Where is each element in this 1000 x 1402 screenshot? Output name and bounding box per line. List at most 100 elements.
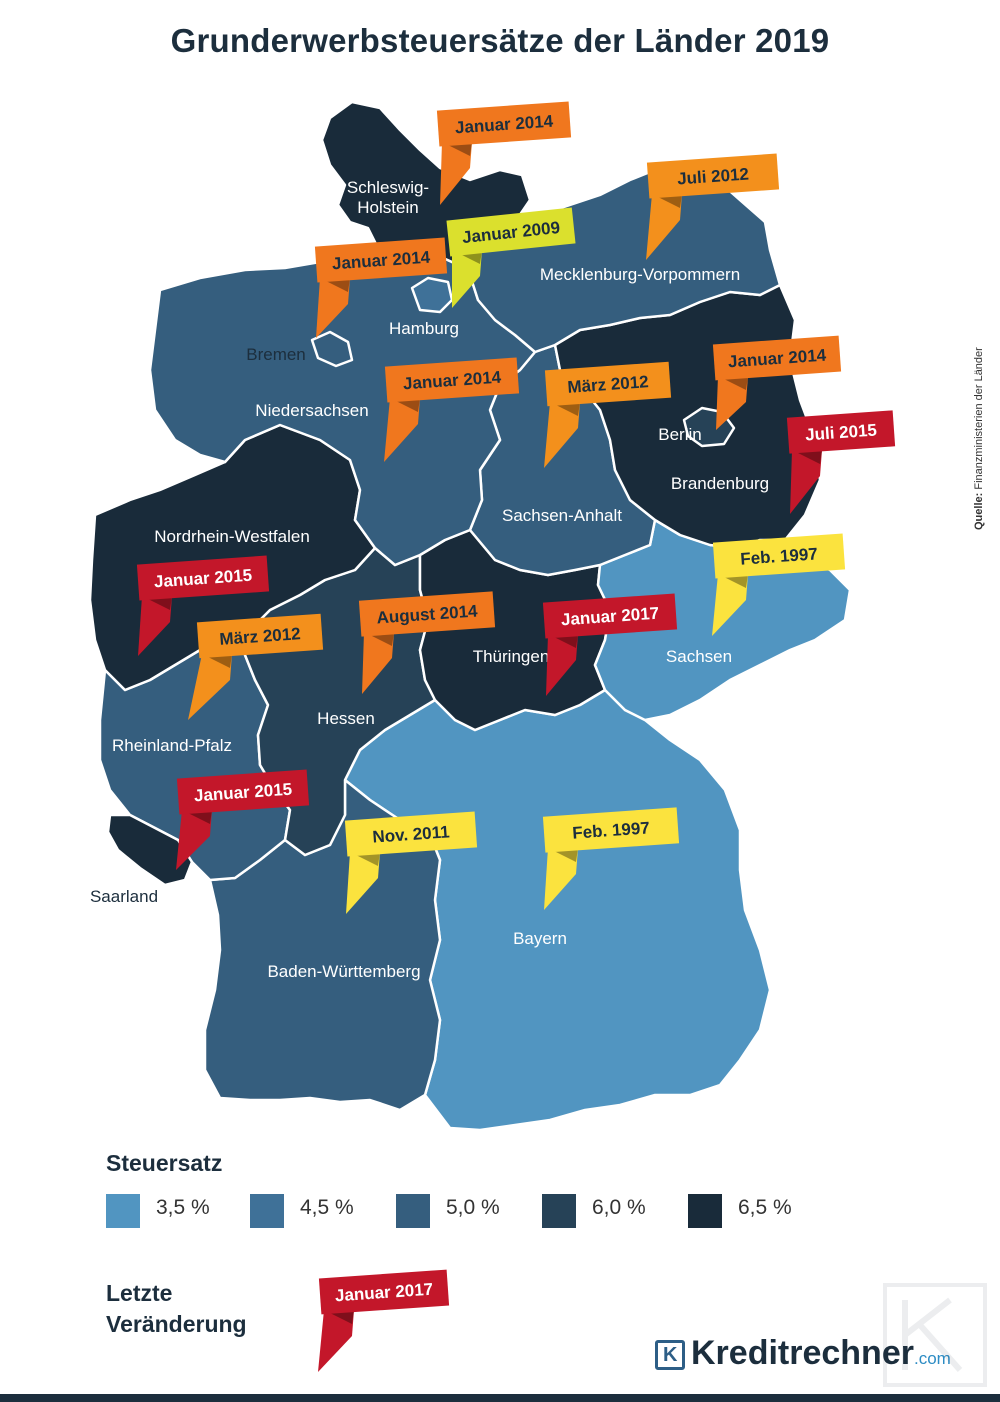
state-label-bayern: Bayern: [513, 929, 567, 948]
state-label-schleswig-holstein: Schleswig-: [347, 178, 429, 197]
flag-box: Nov. 2011: [344, 811, 478, 857]
flag-tail: [716, 376, 748, 430]
source-text: Finanzministerien der Länder: [973, 347, 985, 490]
flag-box: Januar 2009: [446, 207, 576, 257]
flag-banner: [176, 769, 310, 815]
flag-tail: [546, 634, 578, 696]
state-label-hessen: Hessen: [317, 709, 375, 728]
flag-tail: [316, 278, 350, 338]
flag-box: Januar 2017: [318, 1269, 450, 1315]
flag-tail: [544, 848, 578, 910]
flag-tail: [138, 596, 172, 656]
flag-bremen: Januar 2014: [314, 237, 448, 338]
watermark-logo: [883, 1283, 987, 1387]
flag-tail: [176, 810, 212, 870]
flag-banner: [314, 237, 448, 283]
flag-thüringen: Januar 2017: [542, 593, 678, 696]
flag-sachsen-anhalt: März 2012: [544, 361, 672, 468]
state-label-schleswig-holstein-line2: Holstein: [357, 198, 418, 217]
legend-label: 4,5 %: [300, 1196, 354, 1219]
legend-label: 5,0 %: [446, 1196, 500, 1219]
footer-bar: [0, 1394, 1000, 1402]
flag-box: Feb. 1997: [542, 807, 680, 853]
flag-hessen: August 2014: [358, 591, 496, 694]
flag-banner: [358, 591, 496, 637]
flag-schleswig-holstein: Januar 2014: [436, 101, 572, 205]
flag-rheinland-pfalz: März 2012: [188, 613, 324, 720]
flag-tail: [318, 1310, 354, 1372]
legend-label: 3,5 %: [156, 1196, 210, 1219]
source-label: Quelle:: [973, 492, 985, 530]
flag-tail: [188, 654, 232, 720]
flag-banner: [544, 361, 672, 407]
flag-sachsen: Feb. 1997: [712, 533, 846, 636]
flag-tail: [646, 194, 682, 260]
flag-banner: [712, 533, 846, 579]
flag-banner: [446, 207, 576, 257]
flag-box: Januar 2014: [314, 237, 448, 283]
flag-tail: [712, 574, 748, 636]
flag-banner: [712, 335, 842, 381]
state-label-nordrhein-westfalen: Nordrhein-Westfalen: [154, 527, 310, 546]
flag-tail: [346, 852, 380, 914]
source-note: Quelle: Finanzministerien der Länder: [973, 347, 985, 530]
kreditrechner-logo-icon: K: [655, 1340, 685, 1370]
state-label-thüringen: Thüringen: [473, 647, 550, 666]
flag-tail: [452, 250, 482, 308]
state-hamburg: [410, 276, 454, 314]
flag-box: Feb. 1997: [712, 533, 846, 579]
flag-box: Juli 2015: [786, 410, 896, 454]
state-label-berlin: Berlin: [658, 425, 701, 444]
flag-nordrhein-westfalen: Januar 2015: [136, 555, 270, 656]
flag-banner: [384, 357, 520, 403]
flag-banner: [344, 811, 478, 857]
state-label-bremen: Bremen: [246, 345, 306, 364]
flag-brandenburg: Juli 2015: [786, 410, 896, 514]
flag-box: Januar 2015: [136, 555, 270, 601]
state-label-saarland: Saarland: [90, 887, 158, 906]
state-label-mecklenburg-vorpommern: Mecklenburg-Vorpommern: [540, 265, 740, 284]
state-label-baden-württemberg: Baden-Württemberg: [267, 962, 420, 981]
legend-label: 6,5 %: [738, 1196, 792, 1219]
change-legend-title-line1: Letzte: [106, 1280, 173, 1306]
state-label-rheinland-pfalz: Rheinland-Pfalz: [112, 736, 232, 755]
flag-saarland: Januar 2015: [176, 769, 310, 870]
state-labels: Schleswig-Holstein Mecklenburg-Vorpommern…: [90, 178, 769, 981]
state-label-brandenburg: Brandenburg: [671, 474, 769, 493]
flag-box: Januar 2014: [384, 357, 520, 403]
flag-box: Januar 2017: [542, 593, 678, 639]
brand-tld: .com: [913, 1349, 951, 1368]
legend-swatch: [688, 1194, 722, 1228]
change-legend-example-flag: Januar 2017: [318, 1269, 450, 1372]
flag-tail: [440, 142, 472, 205]
legend-swatch: [250, 1194, 284, 1228]
legend-label: 6,0 %: [592, 1196, 646, 1219]
flag-berlin: Januar 2014: [712, 335, 842, 430]
flag-banner: [542, 807, 680, 853]
legend-swatch: [542, 1194, 576, 1228]
flag-fold: [792, 450, 822, 464]
flag-box: Januar 2014: [712, 335, 842, 381]
brand-name: Kreditrechner: [691, 1334, 914, 1372]
state-bremen: [310, 330, 354, 368]
flag-box: August 2014: [358, 591, 496, 637]
flag-bayern: Feb. 1997: [542, 807, 680, 910]
legend-title: Steuersatz: [106, 1150, 223, 1176]
state-label-sachsen: Sachsen: [666, 647, 732, 666]
flag-banner: [136, 555, 270, 601]
change-legend-flag: Januar 2017: [318, 1269, 450, 1372]
state-label-niedersachsen: Niedersachsen: [255, 401, 368, 420]
flag-tail: [362, 632, 394, 694]
flag-box: Juli 2012: [646, 153, 780, 199]
state-mecklenburg-vorpommern: [468, 158, 782, 354]
change-legend-title: Letzte Veränderung: [106, 1278, 247, 1340]
flag-mecklenburg-vorpommern: Juli 2012: [646, 153, 780, 260]
map-title: Grunderwerbsteuersätze der Länder 2019: [170, 22, 830, 59]
change-legend-title-line2: Veränderung: [106, 1311, 247, 1338]
flag-label: Juli 2012: [677, 165, 750, 189]
flag-banner: [196, 613, 324, 659]
legend-swatch: [396, 1194, 430, 1228]
flag-banner: [786, 410, 896, 454]
